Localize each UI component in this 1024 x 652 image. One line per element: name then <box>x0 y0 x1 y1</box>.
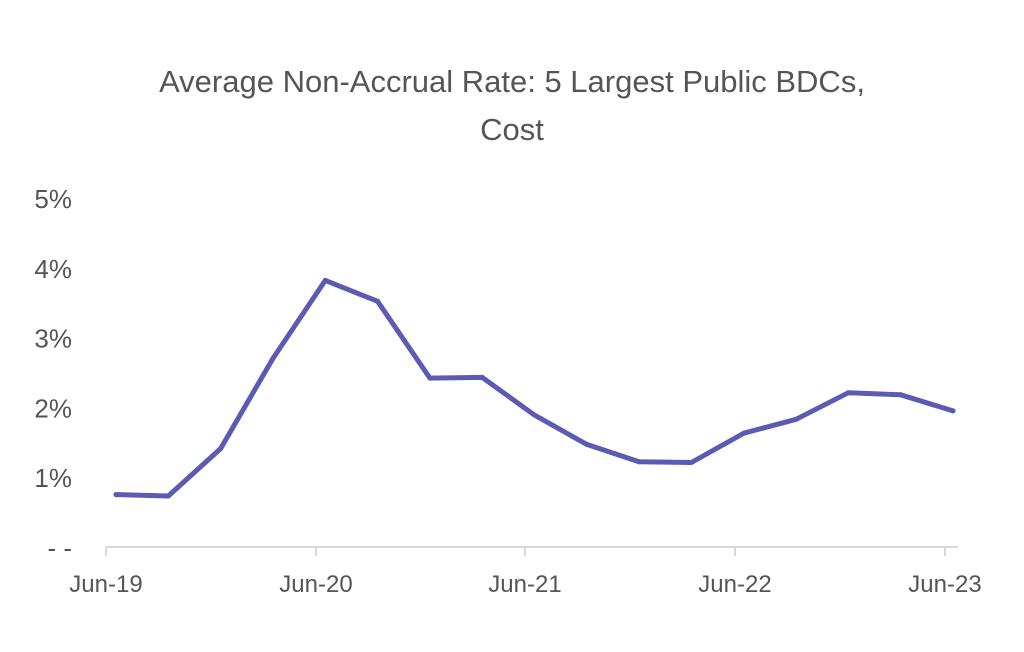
data-point <box>950 408 956 414</box>
x-tick-label: Jun-22 <box>698 571 771 598</box>
data-point <box>688 460 694 465</box>
x-tick-label: Jun-21 <box>488 571 561 598</box>
data-point <box>165 493 171 499</box>
y-tick-label: 1% <box>34 463 72 493</box>
y-tick-label: 3% <box>34 324 72 354</box>
data-point <box>584 441 590 447</box>
data-point <box>636 459 642 465</box>
data-point <box>793 416 799 422</box>
data-point <box>898 392 904 398</box>
series-group <box>113 277 956 499</box>
data-point <box>218 446 224 452</box>
data-point <box>322 277 328 283</box>
data-point <box>479 374 485 380</box>
data-point <box>270 356 276 361</box>
y-tick-label: - - <box>47 533 72 563</box>
x-tick-label: Jun-20 <box>279 571 352 598</box>
x-axis-ticks: Jun-19 Jun-20 Jun-21 Jun-22 Jun-23 <box>69 547 982 598</box>
x-tick-label: Jun-19 <box>69 571 142 598</box>
series-line <box>113 277 956 499</box>
data-point <box>532 412 537 418</box>
data-point <box>427 375 433 381</box>
data-point <box>741 430 747 436</box>
x-tick-label: Jun-23 <box>908 571 981 598</box>
data-point <box>113 492 119 498</box>
y-tick-label: 2% <box>34 393 72 423</box>
chart-title-continued: Cost <box>480 112 544 147</box>
chart-title: Average Non-Accrual Rate: 5 Largest Publ… <box>159 64 865 99</box>
data-point <box>845 390 851 396</box>
data-point <box>375 298 381 304</box>
y-tick-label: 4% <box>34 254 72 284</box>
y-axis-tick-labels: - - 1% 2% 3% 4% 5% <box>34 184 72 563</box>
y-tick-label: 5% <box>34 184 72 214</box>
